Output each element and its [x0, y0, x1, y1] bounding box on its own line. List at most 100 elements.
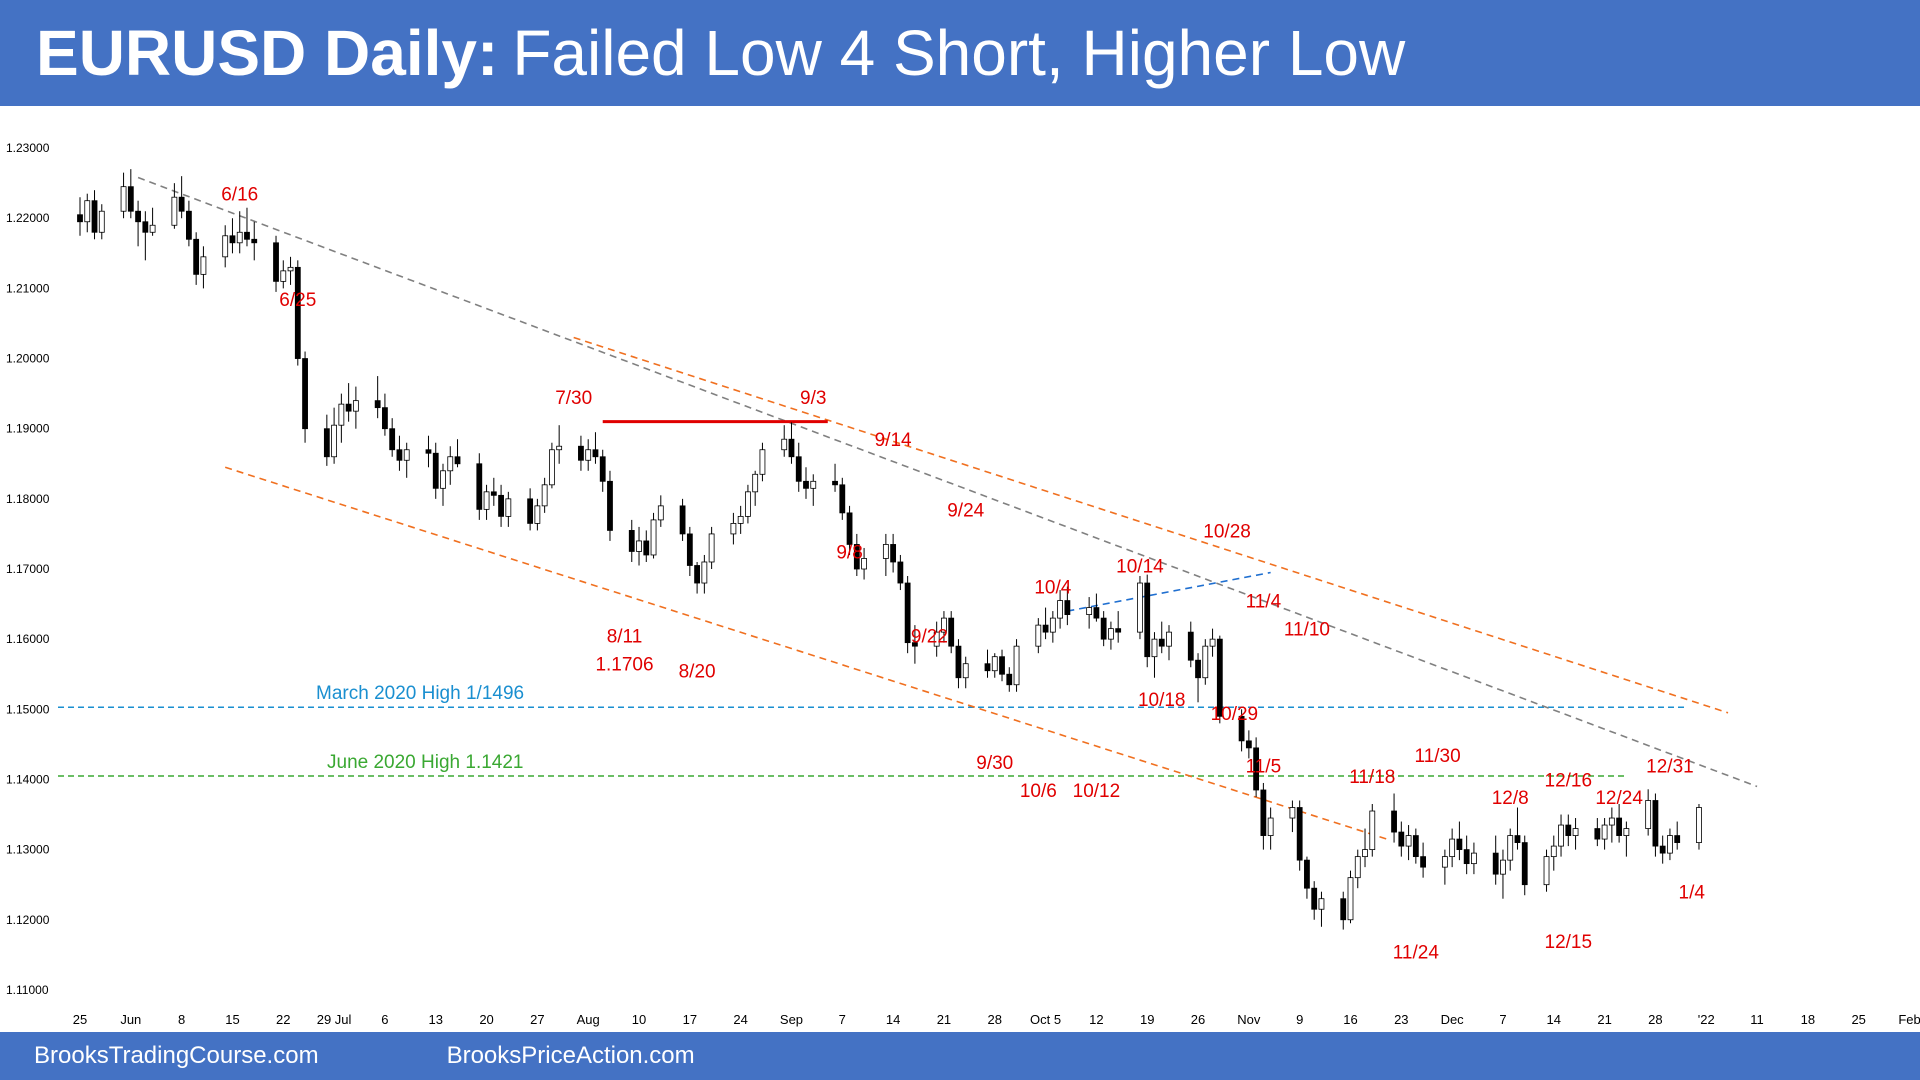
candle-body — [1195, 659, 1201, 679]
y-tick-label: 1.20000 — [6, 352, 50, 366]
candle-body — [440, 470, 446, 489]
candle-body — [382, 407, 388, 430]
candle-body — [1304, 859, 1310, 889]
candle-body — [1594, 828, 1601, 840]
candle-body — [396, 449, 403, 461]
candle-body — [1006, 673, 1013, 686]
candle-body — [527, 498, 534, 524]
candle-body — [759, 449, 766, 475]
annotation-label: 10/12 — [1073, 781, 1121, 802]
x-tick-label: 13 — [429, 1012, 443, 1027]
candle-body — [1340, 898, 1347, 921]
x-tick-label: 14 — [886, 1012, 900, 1027]
candle-body — [984, 663, 991, 672]
x-tick-label: 20 — [479, 1012, 493, 1027]
annotation-label: 9/30 — [976, 753, 1013, 774]
x-tick-label: 27 — [530, 1012, 544, 1027]
candle-body — [650, 519, 657, 556]
annotation-label: 10/28 — [1203, 521, 1251, 542]
candle-body — [120, 186, 127, 212]
candle-body — [1166, 631, 1172, 647]
candle-body — [323, 428, 330, 458]
candle-body — [897, 561, 904, 584]
candle-body — [752, 473, 759, 493]
candle-body — [432, 452, 439, 489]
candle-body — [498, 494, 504, 517]
x-tick-label: 28 — [988, 1012, 1002, 1027]
candle-body — [1471, 852, 1477, 865]
x-tick-label: 16 — [1343, 1012, 1357, 1027]
annotation-label: 11/10 — [1284, 620, 1330, 641]
candle-body — [1202, 645, 1209, 679]
candle-body — [781, 438, 788, 451]
candle-body — [788, 438, 795, 458]
candle-body — [999, 656, 1005, 675]
candle-body — [229, 235, 236, 244]
candle-body — [1492, 852, 1499, 875]
annotation-label: 6/25 — [279, 290, 316, 311]
candle-body — [331, 424, 338, 458]
candle-body — [1572, 828, 1579, 836]
candle-body — [1318, 898, 1325, 910]
annotation-label: 12/16 — [1545, 770, 1593, 791]
candle-body — [1144, 582, 1151, 658]
annotation-label: 9/3 — [800, 388, 826, 409]
candle-body — [302, 358, 308, 430]
footer-link-brookspriceaction[interactable]: BrooksPriceAction.com — [446, 1042, 695, 1069]
candle-body — [1086, 607, 1093, 615]
annotation-label: 12/31 — [1646, 756, 1694, 777]
candle-body — [490, 491, 497, 496]
x-tick-label: 21 — [1597, 1012, 1611, 1027]
candle-body — [374, 400, 381, 409]
trendline — [1067, 571, 1271, 612]
price-chart: 1.11000 1.12000 1.13000 1.14000 1.15000 1.160… — [6, 141, 1920, 1027]
annotation-label: 9/22 — [911, 627, 948, 648]
annotation-label: 9/24 — [947, 500, 984, 521]
x-tick-label: 15 — [225, 1012, 239, 1027]
x-tick-label: '22 — [1698, 1012, 1715, 1027]
chart-area: 1.11000 1.12000 1.13000 1.14000 1.15000 1.160… — [0, 106, 1920, 1032]
x-tick-label: Jun — [120, 1012, 141, 1027]
annotation-label: 6/16 — [221, 185, 258, 206]
x-tick-label: 18 — [1801, 1012, 1815, 1027]
candle-body — [1456, 838, 1463, 851]
annotation-label: 12/8 — [1492, 788, 1529, 809]
candle-body — [541, 484, 548, 507]
candle-body — [1209, 638, 1216, 647]
x-tick-label: 8 — [178, 1012, 185, 1027]
annotation-label: 9/14 — [875, 430, 912, 451]
candle-body — [1137, 582, 1143, 633]
candle-body — [534, 505, 541, 524]
x-tick-label: 12 — [1089, 1012, 1103, 1027]
candle-body — [1035, 624, 1042, 647]
annotation-label: 10/18 — [1138, 690, 1186, 711]
x-tick-label: Oct 5 — [1030, 1012, 1061, 1027]
candle-body — [694, 565, 700, 584]
candle-body — [178, 196, 185, 212]
candle-body — [955, 645, 962, 679]
candle-body — [447, 456, 454, 472]
candle-body — [643, 540, 650, 556]
candle-body — [1601, 824, 1608, 840]
candle-body — [171, 196, 178, 226]
candle-body — [636, 540, 642, 552]
candle-body — [730, 523, 737, 535]
x-tick-label: Aug — [577, 1012, 600, 1027]
candle-body — [549, 449, 555, 486]
candle-body — [483, 491, 490, 510]
candle-body — [628, 530, 635, 552]
candle-body — [1158, 638, 1165, 647]
candle-body — [657, 505, 664, 521]
candle-body — [236, 231, 243, 244]
candle-body — [1565, 824, 1572, 836]
candle-body — [1391, 810, 1397, 833]
annotation-label: 10/6 — [1020, 781, 1057, 802]
y-tick-label: 1.18000 — [6, 492, 50, 506]
trendline — [573, 336, 1729, 714]
candle-body — [1057, 600, 1063, 619]
y-tick-label: 1.22000 — [6, 211, 50, 225]
candle-body — [287, 266, 294, 272]
candle-body — [1608, 817, 1615, 826]
footer-link-brookstradingcourse[interactable]: BrooksTradingCourse.com — [34, 1042, 319, 1069]
candle-body — [1108, 628, 1114, 640]
